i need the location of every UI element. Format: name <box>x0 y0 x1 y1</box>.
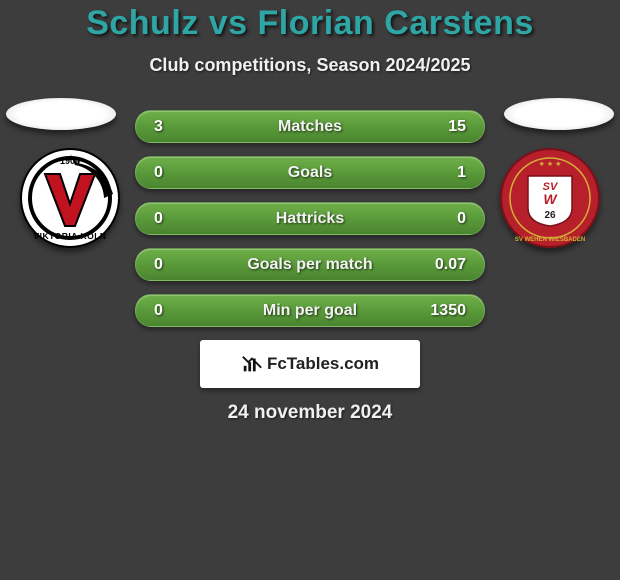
stat-right-value: 1350 <box>416 302 466 320</box>
stat-row: 0 Hattricks 0 <box>135 202 485 235</box>
bar-chart-icon <box>241 353 263 375</box>
date-text: 24 november 2024 <box>0 402 620 424</box>
subtitle: Club competitions, Season 2024/2025 <box>0 55 620 76</box>
svg-text:1904: 1904 <box>60 156 80 166</box>
svg-text:SV WEHEN WIESBADEN: SV WEHEN WIESBADEN <box>515 237 585 243</box>
stat-left-value: 3 <box>154 118 204 136</box>
stat-left-value: 0 <box>154 302 204 320</box>
stat-right-value: 0 <box>416 210 466 228</box>
stat-right-value: 15 <box>416 118 466 136</box>
stat-label: Min per goal <box>204 302 416 320</box>
wehen-wiesbaden-icon: ★ ★ ★ SV W 26 SV WEHEN WIESBADEN <box>500 148 600 248</box>
stat-label: Goals per match <box>204 256 416 274</box>
source-logo: FcTables.com <box>200 340 420 388</box>
stat-left-value: 0 <box>154 210 204 228</box>
page-title: Schulz vs Florian Carstens <box>0 4 620 43</box>
stat-label: Matches <box>204 118 416 136</box>
source-logo-text: FcTables.com <box>267 354 379 374</box>
stat-label: Goals <box>204 164 416 182</box>
stats-rows: 3 Matches 15 0 Goals 1 0 Hattricks 0 0 G… <box>135 110 485 327</box>
stat-right-value: 1 <box>416 164 466 182</box>
club-badge-left: 1904 VIKTORIA KÖLN <box>20 148 120 248</box>
stat-row: 3 Matches 15 <box>135 110 485 143</box>
svg-text:26: 26 <box>544 210 556 221</box>
player-avatar-left <box>6 98 116 130</box>
stat-left-value: 0 <box>154 256 204 274</box>
comparison-panel: 1904 VIKTORIA KÖLN ★ ★ ★ SV W 26 SV WEHE… <box>0 110 620 424</box>
stat-row: 0 Goals per match 0.07 <box>135 248 485 281</box>
stat-left-value: 0 <box>154 164 204 182</box>
svg-text:VIKTORIA KÖLN: VIKTORIA KÖLN <box>33 231 106 241</box>
stat-label: Hattricks <box>204 210 416 228</box>
stat-row: 0 Goals 1 <box>135 156 485 189</box>
club-badge-right: ★ ★ ★ SV W 26 SV WEHEN WIESBADEN <box>500 148 600 248</box>
stat-right-value: 0.07 <box>416 256 466 274</box>
viktoria-koln-icon: 1904 VIKTORIA KÖLN <box>20 148 120 248</box>
stat-row: 0 Min per goal 1350 <box>135 294 485 327</box>
svg-text:★ ★ ★: ★ ★ ★ <box>539 160 562 168</box>
svg-text:W: W <box>543 191 558 207</box>
player-avatar-right <box>504 98 614 130</box>
